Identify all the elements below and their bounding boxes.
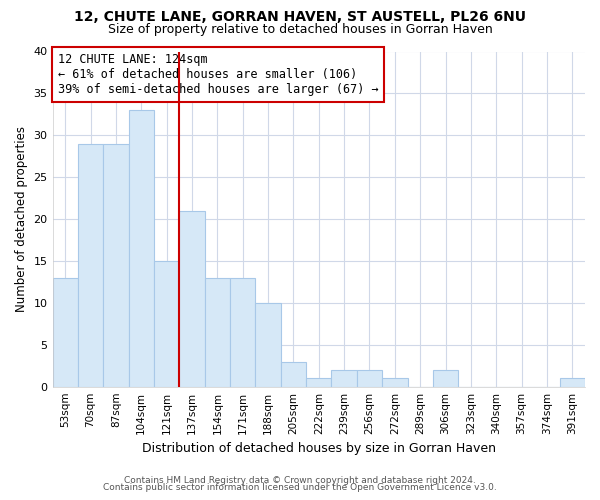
Bar [179,210,205,386]
Bar [154,261,179,386]
Bar [560,378,585,386]
Text: Size of property relative to detached houses in Gorran Haven: Size of property relative to detached ho… [107,22,493,36]
X-axis label: Distribution of detached houses by size in Gorran Haven: Distribution of detached houses by size … [142,442,496,455]
Bar [230,278,256,386]
Bar [205,278,230,386]
Bar [53,278,78,386]
Y-axis label: Number of detached properties: Number of detached properties [15,126,28,312]
Bar [78,144,103,386]
Bar [103,144,128,386]
Bar [331,370,357,386]
Text: Contains public sector information licensed under the Open Government Licence v3: Contains public sector information licen… [103,484,497,492]
Text: Contains HM Land Registry data © Crown copyright and database right 2024.: Contains HM Land Registry data © Crown c… [124,476,476,485]
Bar [256,303,281,386]
Bar [281,362,306,386]
Bar [128,110,154,386]
Bar [357,370,382,386]
Text: 12 CHUTE LANE: 124sqm
← 61% of detached houses are smaller (106)
39% of semi-det: 12 CHUTE LANE: 124sqm ← 61% of detached … [58,53,379,96]
Bar [433,370,458,386]
Bar [382,378,407,386]
Text: 12, CHUTE LANE, GORRAN HAVEN, ST AUSTELL, PL26 6NU: 12, CHUTE LANE, GORRAN HAVEN, ST AUSTELL… [74,10,526,24]
Bar [306,378,331,386]
